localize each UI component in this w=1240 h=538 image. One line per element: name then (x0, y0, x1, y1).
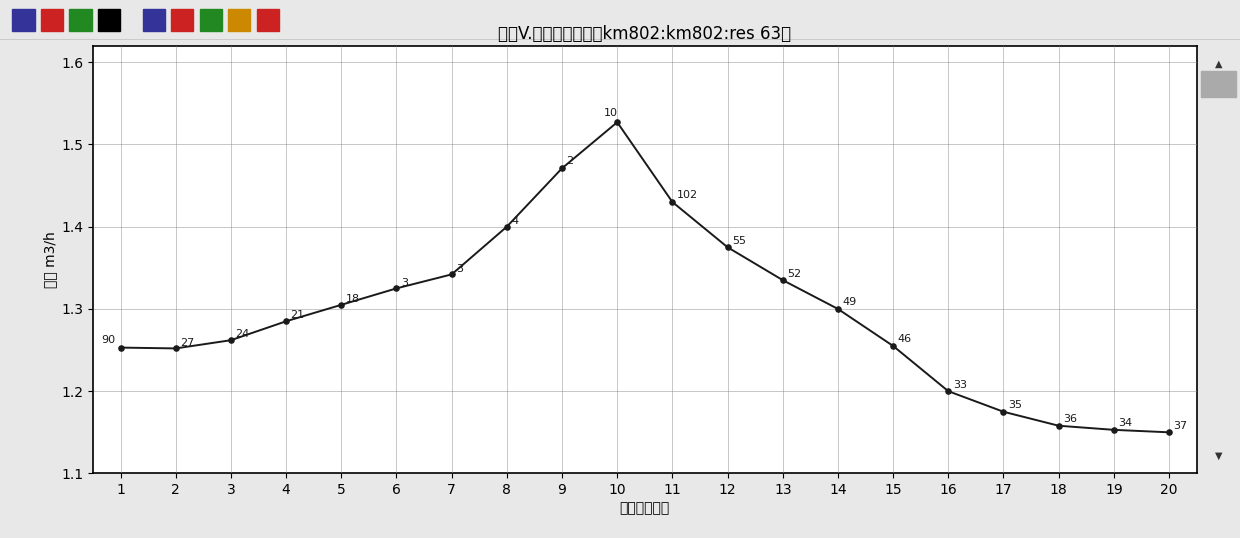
Text: 10: 10 (604, 108, 618, 118)
Bar (1200, 72, 1235, 97)
Text: 55: 55 (732, 236, 746, 246)
Text: 27: 27 (180, 337, 195, 348)
Text: ▲: ▲ (1214, 59, 1223, 68)
Bar (200, 9, 222, 31)
X-axis label: 胀板单元序号: 胀板单元序号 (620, 501, 670, 515)
Point (1159, 428, 1179, 437)
Point (221, 336, 241, 344)
Point (883, 342, 903, 350)
Point (166, 344, 186, 353)
Text: 90: 90 (102, 335, 115, 345)
Point (552, 164, 572, 173)
Text: 102: 102 (677, 190, 698, 200)
Bar (228, 9, 250, 31)
Bar (69, 9, 92, 31)
Text: 52: 52 (787, 268, 801, 279)
Point (993, 407, 1013, 416)
Bar (12, 9, 35, 31)
Text: 3: 3 (456, 264, 463, 273)
Text: 4: 4 (511, 216, 518, 226)
Text: 21: 21 (290, 310, 305, 321)
Text: 34: 34 (1118, 418, 1132, 428)
Point (939, 387, 959, 395)
Bar (41, 9, 63, 31)
Point (441, 270, 461, 279)
Point (497, 222, 517, 231)
Text: 2: 2 (567, 156, 574, 166)
Text: 36: 36 (1063, 414, 1078, 424)
Bar (257, 9, 279, 31)
Point (110, 343, 130, 352)
Point (1049, 421, 1069, 430)
Point (277, 317, 296, 325)
Bar (171, 9, 193, 31)
Point (1104, 426, 1123, 434)
Bar (143, 9, 165, 31)
Text: 24: 24 (236, 329, 249, 339)
Y-axis label: 流量 m3/h: 流量 m3/h (43, 231, 57, 288)
Text: 37: 37 (1173, 421, 1188, 431)
Text: ▼: ▼ (1214, 451, 1223, 461)
Point (662, 197, 682, 206)
Point (718, 243, 738, 252)
Text: 33: 33 (952, 379, 967, 390)
Text: 18: 18 (346, 294, 360, 304)
Title: 流量V.胀板单元序号（km802:km802:res 63）: 流量V.胀板单元序号（km802:km802:res 63） (498, 25, 791, 43)
Text: 46: 46 (898, 334, 911, 344)
Text: 49: 49 (842, 298, 857, 307)
Bar (98, 9, 120, 31)
Point (387, 284, 407, 293)
Point (773, 276, 792, 285)
Text: 35: 35 (1008, 400, 1022, 410)
Point (608, 118, 627, 126)
Text: 3: 3 (401, 278, 408, 287)
Point (828, 305, 848, 313)
Point (331, 301, 351, 309)
